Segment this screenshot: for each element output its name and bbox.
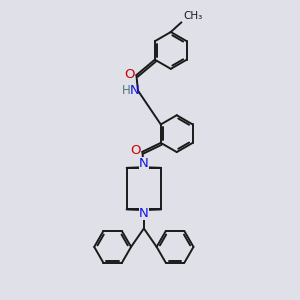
Text: N: N (139, 157, 149, 170)
Text: N: N (130, 84, 139, 97)
Text: N: N (139, 207, 149, 220)
Text: H: H (122, 84, 131, 97)
Text: CH₃: CH₃ (183, 11, 202, 21)
Text: O: O (124, 68, 135, 81)
Text: O: O (130, 144, 141, 157)
